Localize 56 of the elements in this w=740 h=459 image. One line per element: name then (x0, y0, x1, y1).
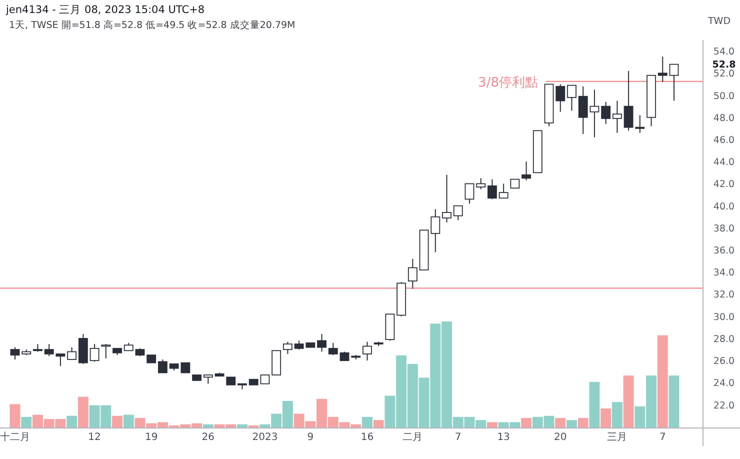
x-tick-label: 12 (88, 432, 101, 443)
x-tick-label: 26 (202, 432, 215, 443)
bar (578, 418, 588, 428)
bar (66, 416, 78, 428)
bar (600, 408, 612, 428)
text: 52.8 (712, 59, 736, 70)
bar (589, 382, 600, 428)
y-tick-label: 36.0 (713, 246, 735, 257)
y-tick-label: 40.0 (713, 201, 735, 212)
y-tick-label: 30.0 (713, 312, 735, 323)
y-axis-title: TWD (707, 16, 731, 27)
bar (521, 418, 532, 428)
y-tick-label: 24.0 (713, 378, 735, 390)
y-tick-label: 32.0 (713, 290, 735, 301)
x-tick-label: 7 (454, 432, 462, 443)
bar (202, 424, 214, 428)
x-tick-label: 2023 (252, 432, 278, 443)
bar (566, 420, 577, 428)
y-tick-label: 44.0 (713, 157, 735, 168)
bar (10, 404, 20, 428)
bar (21, 416, 32, 428)
bar (123, 414, 134, 428)
bar (668, 376, 680, 428)
x-tick-label: 十二月 (0, 431, 30, 443)
x-tick-label: 13 (497, 432, 510, 443)
chart-title: jen4134 - 三月 08, 2023 15:04 UTC+8 (5, 4, 205, 16)
x-tick-label: 二月 (402, 432, 423, 443)
x-tick-label: 9 (307, 432, 314, 443)
y-tick-label: 28.0 (713, 334, 735, 345)
bar (555, 418, 566, 428)
ref-line-label: 3/8停利點 (478, 75, 538, 90)
x-tick-label: 7 (659, 432, 666, 443)
chart-subtitle: 1天, TWSE 開=51.8 高=52.8 低=49.5 收=52.8 成交量20.79M (9, 19, 296, 31)
y-tick-label: 50.0 (713, 90, 735, 102)
bar (623, 376, 634, 428)
y-tick-label: 42.0 (713, 179, 735, 190)
y-tick-label: 38.0 (713, 223, 735, 234)
y-tick-label: 54.0 (713, 46, 735, 58)
bar (237, 424, 248, 428)
x-tick-label: 20 (554, 432, 567, 443)
bar (373, 420, 384, 428)
bar (78, 396, 88, 428)
x-tick-label: 16 (360, 432, 374, 443)
y-tick-label: 46.0 (713, 134, 735, 146)
y-tick-label: 26.0 (713, 356, 735, 368)
bar (657, 335, 668, 428)
bar (362, 416, 372, 428)
x-tick-label: 三月 (607, 432, 628, 443)
bar (486, 422, 498, 428)
bar (112, 416, 122, 428)
y-tick-label: 34.0 (713, 268, 735, 279)
y-tick-label: 48.0 (713, 112, 735, 124)
y-tick-label: 22.0 (713, 400, 735, 412)
y-tick-label: 52.0 (713, 68, 735, 80)
x-tick-label: 19 (144, 432, 158, 443)
bar (612, 402, 622, 428)
